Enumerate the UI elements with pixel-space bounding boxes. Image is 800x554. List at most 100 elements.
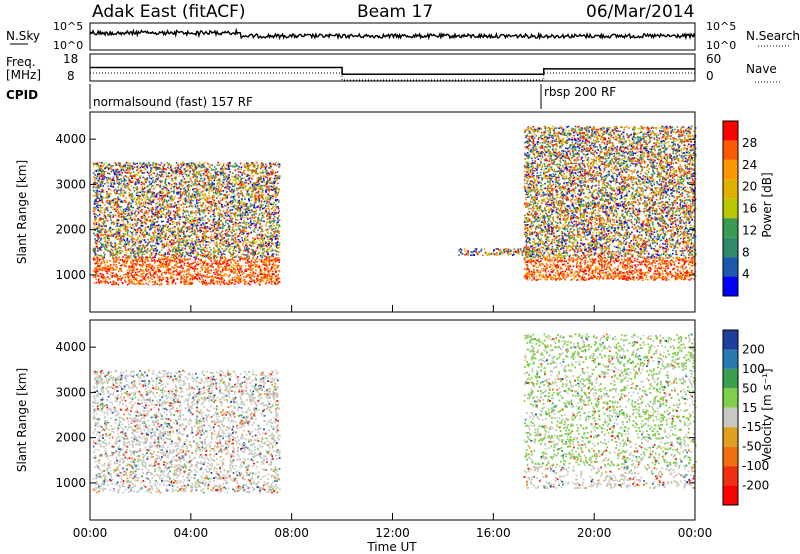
data-point (250, 219, 252, 222)
data-point (210, 227, 213, 229)
data-point (209, 265, 212, 267)
data-point (237, 176, 240, 179)
data-point (101, 221, 103, 224)
data-point (106, 208, 108, 211)
data-point (96, 203, 99, 205)
data-point (270, 232, 272, 234)
data-point (269, 246, 271, 249)
data-point (205, 262, 208, 265)
data-point (213, 179, 216, 182)
data-point (131, 234, 134, 236)
data-point (204, 198, 207, 201)
data-point (268, 189, 270, 192)
data-point (191, 278, 194, 281)
data-point (207, 181, 209, 183)
data-point (124, 281, 127, 283)
data-point (138, 260, 141, 262)
data-point (161, 231, 163, 234)
data-point (273, 212, 276, 214)
data-point (257, 237, 260, 240)
data-point (134, 268, 136, 271)
data-point (259, 273, 261, 276)
data-point (212, 194, 214, 197)
data-point (92, 247, 95, 250)
data-point (156, 235, 158, 237)
data-point (192, 225, 194, 227)
data-point (185, 251, 187, 253)
data-point (179, 193, 181, 196)
data-point (165, 266, 167, 269)
data-point (267, 272, 270, 274)
data-point (267, 231, 269, 233)
data-point (126, 167, 129, 169)
data-point (270, 195, 272, 197)
data-point (274, 163, 276, 166)
data-point (218, 251, 220, 253)
data-point (123, 192, 126, 194)
data-point (110, 179, 112, 181)
data-point (130, 218, 132, 221)
data-point (194, 233, 196, 236)
data-point (109, 231, 112, 233)
data-point (257, 182, 260, 184)
data-point (158, 194, 161, 197)
data-point (105, 207, 108, 209)
data-point (177, 212, 180, 215)
data-point (233, 185, 235, 188)
data-point (178, 230, 180, 233)
data-point (223, 237, 225, 239)
data-point (194, 247, 196, 250)
data-point (187, 228, 190, 230)
data-point (167, 283, 170, 286)
data-point (96, 226, 98, 228)
data-point (138, 180, 141, 182)
data-point (239, 204, 241, 206)
data-point (205, 281, 207, 284)
data-point (254, 193, 256, 196)
data-point (237, 279, 240, 281)
data-point (95, 191, 98, 194)
data-point (225, 242, 227, 245)
data-point (158, 276, 161, 279)
data-point (171, 230, 173, 233)
data-point (206, 283, 209, 286)
data-point (122, 238, 125, 240)
data-point (262, 166, 264, 168)
data-point (174, 169, 176, 171)
data-point (178, 274, 180, 276)
data-point (145, 178, 147, 180)
data-point (162, 265, 165, 267)
data-point (137, 165, 140, 167)
data-point (273, 235, 275, 237)
data-point (165, 187, 167, 189)
freq-label-1: Freq. (6, 55, 36, 69)
data-point (181, 270, 183, 273)
data-point (271, 255, 273, 257)
data-point (151, 213, 154, 215)
data-point (154, 281, 156, 284)
data-point (252, 279, 255, 281)
data-point (185, 281, 187, 283)
data-point (122, 209, 125, 212)
data-point (149, 171, 152, 173)
data-point (118, 214, 120, 217)
data-point (247, 251, 250, 254)
data-point (251, 169, 254, 171)
data-point (120, 243, 122, 246)
data-point (168, 190, 170, 193)
data-point (260, 204, 263, 207)
data-point (263, 244, 266, 247)
data-point (249, 266, 252, 268)
data-point (103, 275, 105, 278)
data-point (170, 246, 173, 248)
data-point (206, 210, 208, 212)
data-point (260, 162, 263, 165)
data-point (133, 274, 135, 277)
data-point (238, 251, 240, 253)
data-point (174, 231, 177, 233)
data-point (220, 271, 222, 273)
data-point (250, 260, 253, 262)
data-point (240, 255, 242, 258)
data-point (260, 246, 263, 249)
